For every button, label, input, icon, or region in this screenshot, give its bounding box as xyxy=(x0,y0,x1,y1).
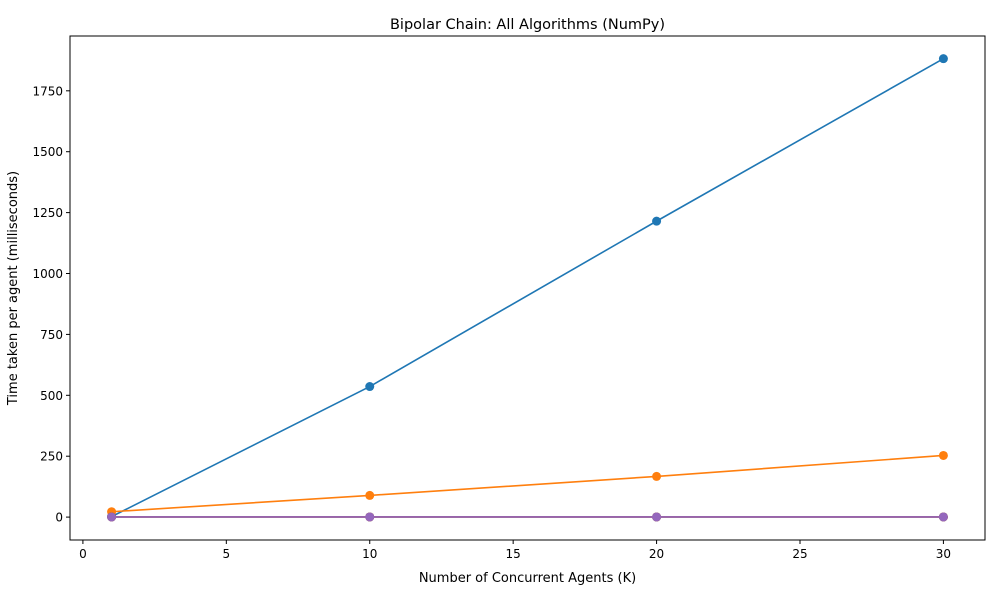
data-point xyxy=(652,216,662,226)
data-point xyxy=(365,382,375,392)
x-tick-label: 10 xyxy=(362,547,377,561)
y-tick-label: 500 xyxy=(40,389,63,403)
y-tick-label: 750 xyxy=(40,328,63,342)
data-point xyxy=(652,471,662,481)
x-tick-label: 0 xyxy=(79,547,87,561)
x-axis: 0 5 10 15 20 25 30 xyxy=(79,540,951,561)
y-tick-label: 1750 xyxy=(32,84,63,98)
y-tick-label: 0 xyxy=(55,511,63,525)
series-2 xyxy=(107,450,948,517)
y-axis: 0 250 500 750 1000 1250 1500 1750 xyxy=(32,84,70,525)
data-point xyxy=(652,512,662,522)
data-point xyxy=(365,490,375,500)
x-axis-label: Number of Concurrent Agents (K) xyxy=(419,571,636,586)
chart-title: Bipolar Chain: All Algorithms (NumPy) xyxy=(390,17,665,33)
y-tick-label: 250 xyxy=(40,450,63,464)
y-tick-label: 1500 xyxy=(32,145,63,159)
plot-frame xyxy=(69,35,986,541)
data-point xyxy=(938,54,948,64)
series-line xyxy=(111,454,944,513)
y-axis-label: Time taken per agent (milliseconds) xyxy=(6,171,21,406)
data-point xyxy=(938,512,948,522)
y-tick-label: 1250 xyxy=(32,206,63,220)
data-point xyxy=(365,512,375,522)
data-point xyxy=(107,512,117,522)
series-1 xyxy=(107,54,948,522)
plot-area xyxy=(107,54,948,522)
x-tick-label: 20 xyxy=(649,547,664,561)
y-tick-label: 1000 xyxy=(32,267,63,281)
data-point xyxy=(938,450,948,460)
x-tick-label: 15 xyxy=(506,547,521,561)
series-5 xyxy=(107,512,948,522)
x-tick-label: 25 xyxy=(792,547,807,561)
x-tick-label: 5 xyxy=(223,547,231,561)
series-line xyxy=(111,57,944,518)
x-tick-label: 30 xyxy=(936,547,951,561)
